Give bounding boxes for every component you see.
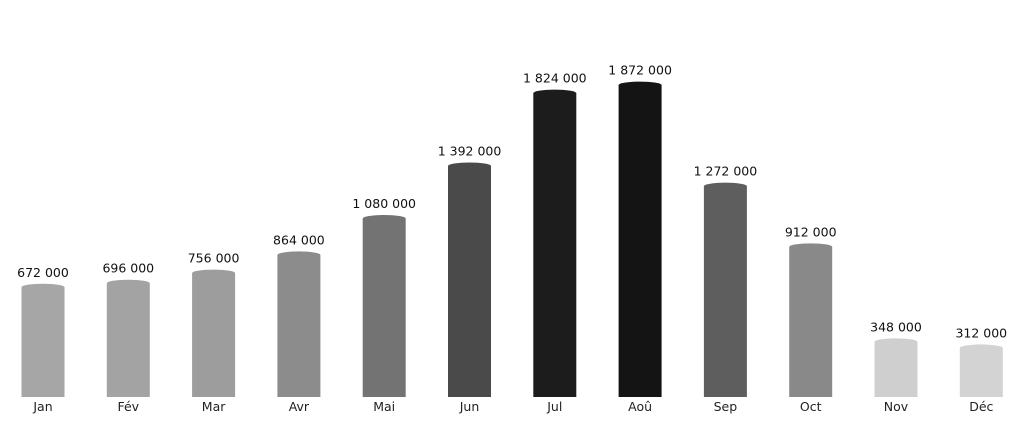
x-tick-label-Sep: Sep bbox=[714, 399, 738, 414]
x-tick-label-Jul: Jul bbox=[546, 399, 562, 414]
value-label-Déc: 312 000 bbox=[955, 325, 1007, 340]
value-label-Avr: 864 000 bbox=[273, 232, 325, 247]
value-label-Jul: 1 824 000 bbox=[523, 71, 587, 86]
bar-Jan bbox=[21, 283, 65, 397]
bar-Fév bbox=[106, 279, 150, 397]
bar-Aoû bbox=[618, 81, 662, 398]
x-tick-label-Avr: Avr bbox=[289, 399, 310, 414]
bar-Jun bbox=[448, 162, 491, 397]
value-label-Oct: 912 000 bbox=[785, 224, 837, 239]
x-tick-label-Jun: Jun bbox=[459, 399, 480, 414]
bar-Jul bbox=[533, 89, 577, 397]
value-label-Sep: 1 272 000 bbox=[694, 164, 758, 179]
value-label-Nov: 348 000 bbox=[870, 319, 922, 334]
value-label-Fév: 696 000 bbox=[102, 261, 154, 276]
value-label-Aoû: 1 872 000 bbox=[608, 63, 672, 78]
bar-Nov bbox=[874, 338, 918, 397]
x-tick-label-Fév: Fév bbox=[117, 399, 139, 414]
x-tick-label-Aoû: Aoû bbox=[628, 399, 652, 414]
x-tick-label-Déc: Déc bbox=[969, 399, 993, 414]
bar-Oct bbox=[789, 243, 833, 397]
bar-Mai bbox=[362, 215, 406, 397]
bar-Avr bbox=[277, 251, 321, 397]
value-label-Jun: 1 392 000 bbox=[438, 143, 502, 158]
bar-Déc bbox=[959, 344, 1003, 397]
bar-Mar bbox=[192, 269, 236, 397]
x-tick-label-Jan: Jan bbox=[32, 399, 52, 414]
value-label-Mai: 1 080 000 bbox=[352, 196, 416, 211]
bar-Sep bbox=[703, 182, 747, 397]
x-tick-label-Oct: Oct bbox=[800, 399, 822, 414]
value-label-Mar: 756 000 bbox=[188, 251, 240, 266]
value-label-Jan: 672 000 bbox=[17, 265, 69, 280]
x-tick-label-Nov: Nov bbox=[884, 399, 909, 414]
x-tick-label-Mai: Mai bbox=[373, 399, 395, 414]
x-tick-label-Mar: Mar bbox=[202, 399, 226, 414]
